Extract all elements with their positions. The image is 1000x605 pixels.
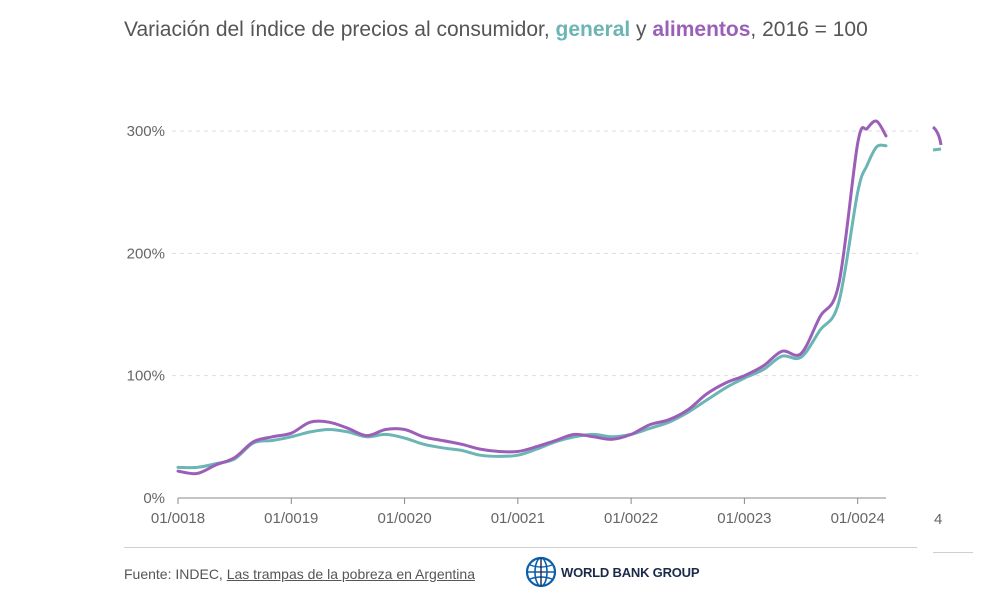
grid-lines — [172, 130, 918, 377]
line-chart: 0%100%200%300% 01/0018 01/0019 01/0020 01/0… — [127, 119, 943, 528]
title-alimentos-label: alimentos — [652, 18, 751, 41]
x-tick-label: 01/0020 — [377, 510, 431, 527]
source-note: Fuente: INDEC, Las trampas de la pobreza… — [124, 566, 475, 582]
source-label: Fuente: INDEC, — [124, 566, 227, 582]
y-tick-label: 100% — [127, 368, 165, 385]
footer-divider-fragment — [933, 552, 973, 553]
globe-icon — [525, 556, 557, 588]
right-edge-fragments: 4 — [931, 125, 943, 528]
x-tick-label: 01/0024 — [831, 510, 885, 527]
logo-text: WORLD BANK GROUP — [561, 564, 700, 580]
y-axis-ticks: 0% 100% 200% 300% — [127, 123, 165, 507]
chart-title: Variación del índice de precios al consu… — [124, 18, 868, 42]
fragment-tick-label: 4 — [934, 511, 942, 528]
title-connector: y — [630, 18, 653, 41]
x-tick-label: 01/0022 — [604, 510, 658, 527]
y-tick-label: 300% — [127, 123, 165, 140]
series-lines — [176, 119, 888, 476]
y-tick-label: 200% — [127, 245, 165, 262]
title-prefix: Variación del índice de precios al consu… — [124, 18, 556, 41]
x-tick-label: 01/0018 — [151, 510, 205, 527]
title-general-label: general — [555, 18, 631, 41]
y-tick-label: 0% — [143, 490, 165, 507]
title-suffix: , 2016 = 100 — [750, 18, 868, 41]
footer-divider — [124, 547, 917, 548]
world-bank-logo[interactable]: WORLD BANK GROUP — [525, 556, 700, 588]
fragment-general — [932, 147, 942, 152]
fragment-alimentos — [931, 125, 943, 146]
series-line-alimentos — [176, 119, 888, 476]
x-axis: 01/0018 01/0019 01/0020 01/0021 01/0022 01/00… — [151, 497, 886, 527]
source-link[interactable]: Las trampas de la pobreza en Argentina — [226, 566, 475, 582]
x-tick-label: 01/0023 — [717, 510, 771, 527]
x-tick-label: 01/0021 — [491, 510, 545, 527]
x-tick-label: 01/0019 — [264, 510, 318, 527]
series-line-general — [176, 143, 888, 470]
